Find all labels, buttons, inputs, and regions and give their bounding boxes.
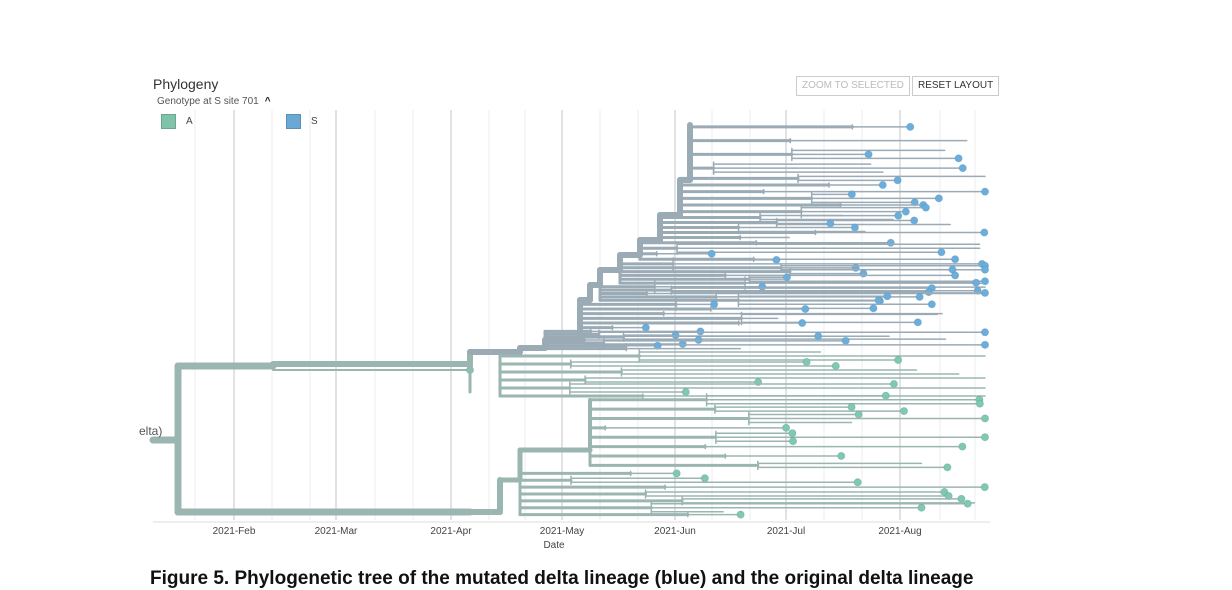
tip-node[interactable] [899, 407, 908, 416]
tip-node[interactable] [696, 327, 705, 336]
tip-node[interactable] [700, 474, 709, 483]
tip-node[interactable] [869, 304, 878, 313]
tip-node[interactable] [874, 296, 883, 305]
tip-node[interactable] [981, 265, 990, 274]
tip-node[interactable] [917, 503, 926, 512]
tip-node[interactable] [847, 403, 856, 412]
legend-swatch-a [161, 114, 176, 129]
tip-node[interactable] [906, 122, 915, 131]
tip-node[interactable] [854, 410, 863, 419]
tip-node[interactable] [782, 423, 791, 432]
chevron-up-icon[interactable]: ^ [264, 96, 271, 107]
tip-node[interactable] [831, 361, 840, 370]
tip-node[interactable] [972, 278, 981, 287]
tip-node[interactable] [981, 187, 990, 196]
panel-title: Phylogeny [153, 76, 219, 92]
tip-node[interactable] [850, 223, 859, 232]
tip-node[interactable] [981, 433, 990, 442]
tip-node[interactable] [921, 203, 930, 212]
tip-node[interactable] [736, 510, 745, 519]
tip-node[interactable] [788, 429, 797, 438]
tip-node[interactable] [886, 238, 895, 247]
tip-node[interactable] [927, 300, 936, 309]
tip-node[interactable] [681, 387, 690, 396]
tip-node[interactable] [924, 288, 933, 297]
tip-node[interactable] [801, 304, 810, 313]
tip-node[interactable] [910, 216, 919, 225]
tip-node[interactable] [641, 323, 650, 332]
tip-node[interactable] [814, 331, 823, 340]
tip-node[interactable] [901, 207, 910, 216]
x-tick-label: 2021-Aug [878, 526, 922, 537]
tip-node[interactable] [889, 379, 898, 388]
tip-node[interactable] [934, 194, 943, 203]
tip-node[interactable] [694, 335, 703, 344]
x-tick-label: 2021-Jul [766, 526, 806, 537]
legend-label-s: S [311, 116, 318, 127]
tip-node[interactable] [951, 271, 960, 280]
tip-node[interactable] [864, 150, 873, 159]
x-axis-label: Date [543, 540, 565, 551]
x-tick-label: 2021-Feb [212, 526, 256, 537]
tip-node[interactable] [672, 469, 681, 478]
tip-node[interactable] [837, 451, 846, 460]
legend-swatch-s [286, 114, 301, 129]
tip-node[interactable] [671, 331, 680, 340]
color-by-selector[interactable]: Genotype at S site 701 ^ [157, 96, 271, 107]
tip-node[interactable] [958, 164, 967, 173]
tip-node[interactable] [915, 292, 924, 301]
tip-node[interactable] [798, 318, 807, 327]
tip-node[interactable] [981, 328, 990, 337]
tip-node[interactable] [883, 292, 892, 301]
x-tick-label: 2021-Mar [314, 526, 358, 537]
tip-node[interactable] [981, 277, 990, 286]
legend-item-a[interactable]: A [161, 114, 193, 129]
x-tick-label: 2021-Apr [430, 526, 472, 537]
tip-node[interactable] [910, 198, 919, 207]
tip-node[interactable] [802, 357, 811, 366]
root-label: elta) [139, 424, 163, 438]
tip-node[interactable] [951, 255, 960, 264]
tip-node[interactable] [853, 478, 862, 487]
tip-node[interactable] [958, 442, 967, 451]
x-tick-label: 2021-Jun [654, 526, 696, 537]
tip-node[interactable] [894, 211, 903, 220]
zoom-to-selected-button[interactable]: ZOOM TO SELECTED [796, 76, 910, 96]
tip-node[interactable] [893, 176, 902, 185]
tip-node[interactable] [894, 355, 903, 364]
legend-label-a: A [186, 116, 193, 127]
tip-node[interactable] [957, 494, 966, 503]
tip-node[interactable] [937, 248, 946, 257]
tip-node[interactable] [878, 180, 887, 189]
tip-node[interactable] [981, 288, 990, 297]
legend-item-s[interactable]: S [286, 114, 318, 129]
tip-node[interactable] [772, 255, 781, 264]
tip-node[interactable] [975, 399, 984, 408]
tip-node[interactable] [841, 336, 850, 345]
tip-node[interactable] [980, 483, 989, 492]
tip-node[interactable] [981, 414, 990, 423]
tip-node[interactable] [758, 282, 767, 291]
tip-node[interactable] [826, 219, 835, 228]
tip-node[interactable] [943, 463, 952, 472]
figure-caption: Figure 5. Phylogenetic tree of the mutat… [150, 568, 974, 589]
reset-layout-button[interactable]: RESET LAYOUT [912, 76, 1000, 96]
tip-node[interactable] [954, 154, 963, 163]
tip-node[interactable] [913, 318, 922, 327]
tip-node[interactable] [981, 340, 990, 349]
x-tick-label: 2021-May [539, 526, 585, 537]
color-by-label: Genotype at S site 701 [157, 96, 259, 107]
tip-node[interactable] [847, 190, 856, 199]
tip-node[interactable] [707, 249, 716, 258]
tip-node[interactable] [782, 273, 791, 282]
tip-node[interactable] [980, 228, 989, 237]
tip-node[interactable] [963, 499, 972, 508]
tip-node[interactable] [881, 391, 890, 400]
tip-node[interactable] [789, 437, 798, 446]
tip-node[interactable] [710, 300, 719, 309]
